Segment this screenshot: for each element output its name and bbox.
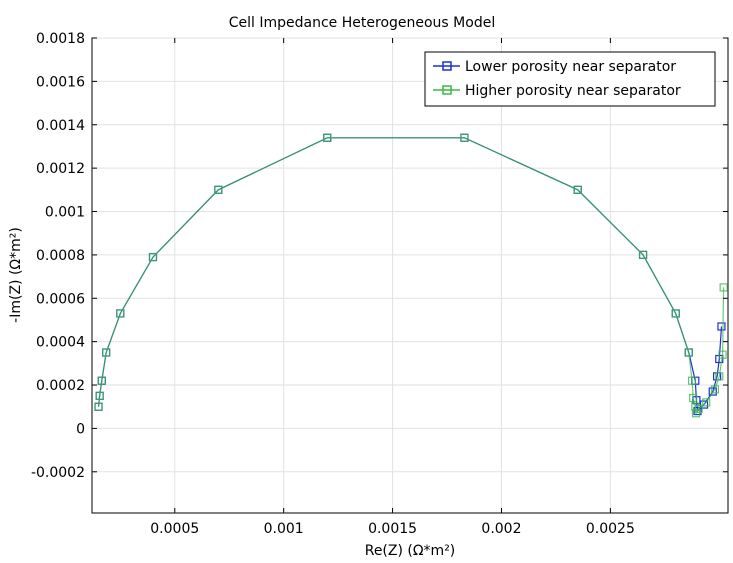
series-2-marker — [702, 398, 711, 407]
series-2-marker — [573, 185, 582, 194]
y-tick-label: 0.001 — [45, 205, 85, 221]
series-2-marker — [689, 393, 698, 403]
legend-marker-2 — [442, 85, 452, 95]
chart-title: Cell Impedance Heterogeneous Model — [229, 15, 495, 31]
series-2-marker — [694, 404, 703, 413]
series-2-marker — [102, 348, 111, 357]
series-2-marker — [638, 250, 648, 259]
y-tick-label: 0.0006 — [36, 291, 85, 307]
series-2-marker — [687, 376, 697, 385]
y-tick-label: 0.0004 — [36, 335, 85, 351]
series-2-marker — [116, 309, 125, 318]
x-tick-label: 0.0005 — [150, 521, 199, 537]
plot-area — [91, 37, 729, 514]
series-1-marker — [717, 322, 726, 331]
series-2-marker — [323, 133, 332, 142]
legend-marker-1 — [442, 61, 452, 71]
x-tick-label: 0.002 — [481, 521, 521, 537]
y-tick-label: 0.0016 — [36, 74, 85, 90]
series-2-marker — [460, 133, 469, 142]
y-tick-label: 0.0014 — [36, 118, 85, 134]
series-2-marker — [148, 252, 158, 262]
y-axis-label: -Im(Z) (Ω*m²) — [8, 227, 24, 323]
series-1-marker — [708, 387, 717, 396]
series-2-marker — [718, 350, 727, 359]
axis-ticks: 0.0005 0.001 0.0015 0.002 0.0025 -0.0002 0 0.00… — [31, 31, 728, 537]
series-line-2 — [97, 137, 725, 416]
series-2-marker — [684, 348, 693, 357]
series-2-marker — [94, 402, 103, 411]
legend-box — [424, 51, 716, 107]
x-tick-label: 0.001 — [264, 521, 304, 537]
x-tick-label: 0.0015 — [368, 521, 417, 537]
legend: Lower porosity near separator Higher poro… — [424, 51, 716, 107]
y-tick-label: 0.0012 — [36, 161, 85, 177]
y-tick-label: 0.0018 — [36, 31, 85, 47]
series-1-marker — [699, 400, 709, 409]
y-tick-label: -0.0002 — [31, 465, 85, 481]
x-tick-label: 0.0025 — [586, 521, 635, 537]
series-2-marker — [719, 283, 728, 292]
legend-label-2: Higher porosity near separator — [465, 83, 681, 99]
series-2-marker — [671, 309, 680, 318]
series-1-marker — [693, 406, 702, 416]
series-2-marker — [710, 385, 720, 394]
y-tick-label: 0.0002 — [36, 378, 85, 394]
series-2-marker — [97, 376, 106, 385]
legend-label-1: Lower porosity near separator — [465, 59, 676, 75]
series-layer — [94, 133, 728, 418]
series-2-marker — [691, 409, 701, 418]
y-tick-label: 0 — [76, 421, 85, 437]
y-tick-label: 0.0008 — [36, 248, 85, 264]
series-2-marker — [715, 372, 724, 381]
series-2-marker — [214, 185, 223, 194]
x-axis-label: Re(Z) (Ω*m²) — [365, 543, 456, 559]
series-2-marker — [95, 391, 104, 400]
